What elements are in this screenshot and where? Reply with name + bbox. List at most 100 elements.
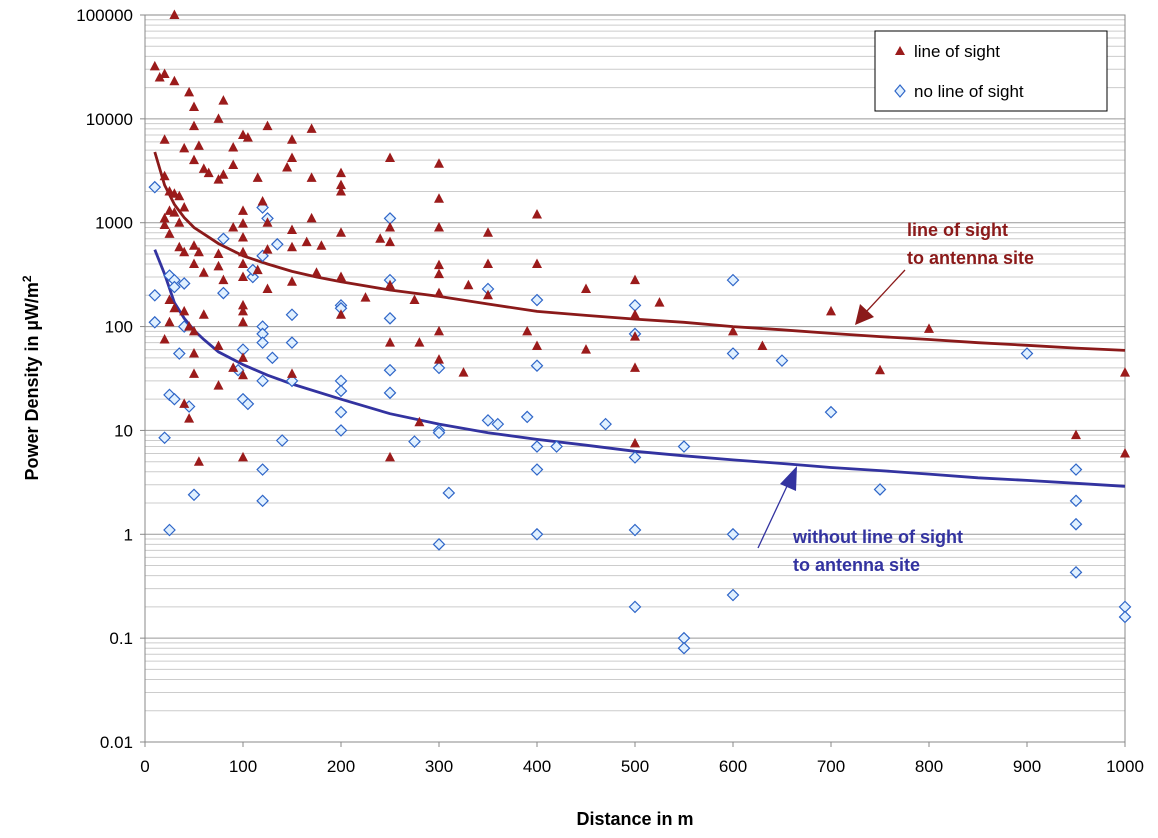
data-point-triangle [164,294,175,305]
data-point-diamond [177,277,191,290]
data-point-triangle [434,325,444,336]
annotation-nlos-line2: to antenna site [793,555,920,575]
data-point-triangle [581,344,591,354]
data-point-diamond [726,347,740,360]
data-point-triangle [213,248,224,258]
data-point-triangle [1071,429,1081,440]
data-point-triangle [532,258,542,269]
data-point-diamond [217,286,230,300]
data-point-diamond [520,410,534,424]
data-point-triangle [179,305,190,316]
data-point-triangle [213,340,224,351]
y-tick-label: 10 [114,421,133,440]
x-tick-label: 300 [425,757,453,776]
data-point-diamond [432,538,446,551]
data-point-diamond [383,363,397,377]
data-point-triangle [189,258,199,269]
data-point-diamond [432,426,446,440]
data-point-diamond [168,280,181,294]
y-tick-label: 100 [105,318,133,337]
data-point-diamond [599,417,612,431]
data-point-triangle [375,233,386,243]
data-point-triangle [630,274,640,285]
data-point-triangle [169,302,180,313]
data-point-triangle [875,364,885,375]
data-point-triangle [414,337,425,347]
data-point-triangle [242,132,253,142]
data-point-triangle [306,212,317,223]
y-axis-title-main: Power Density in µW/m [22,282,42,480]
data-point-triangle [385,279,395,290]
data-point-triangle [336,167,346,178]
data-point-triangle [238,205,248,215]
data-point-triangle [198,163,209,173]
x-tick-label: 700 [817,757,845,776]
data-point-diamond [158,431,171,445]
data-point-triangle [409,294,420,305]
data-point-triangle [193,246,204,257]
data-point-triangle [218,274,229,285]
data-point-triangle [238,246,248,257]
data-point-triangle [306,123,317,133]
data-point-triangle [174,190,185,201]
legend-label-line-of-sight: line of sight [914,42,1000,61]
data-point-triangle [532,208,542,219]
data-point-triangle [228,141,239,152]
data-point-triangle [458,367,469,377]
data-point-triangle [581,283,591,294]
data-point-triangle [193,140,204,150]
data-point-triangle [179,398,190,408]
data-point-triangle [218,95,229,105]
data-point-triangle [238,271,248,282]
data-point-triangle [262,217,273,227]
data-point-triangle [287,241,297,252]
data-point-diamond [334,405,348,419]
x-tick-label: 800 [915,757,943,776]
data-point-diamond [481,414,495,427]
data-point-diamond [256,494,269,508]
data-point-diamond [275,434,289,447]
data-point-triangle [228,159,239,169]
y-tick-label: 10000 [86,110,133,129]
legend-label-no-line-of-sight: no line of sight [914,82,1024,101]
data-point-triangle [630,309,640,319]
data-point-triangle [522,325,533,336]
data-point-triangle [630,362,640,372]
data-point-triangle [184,413,195,423]
data-point-triangle [203,167,214,178]
x-tick-label: 900 [1013,757,1041,776]
data-point-diamond [726,588,740,602]
data-point-diamond [726,273,740,287]
data-point-triangle [228,362,239,372]
data-point-triangle [385,152,395,162]
data-point-triangle [198,267,209,277]
data-point-diamond [246,270,260,284]
data-point-triangle [238,258,248,269]
annotation-nlos-arrowhead [780,466,797,491]
data-point-diamond [187,488,201,502]
data-point-triangle [311,267,322,277]
data-point-diamond [334,424,348,437]
data-point-triangle [213,260,224,271]
data-point-triangle [159,134,170,144]
data-point-triangle [238,232,248,242]
data-point-triangle [198,309,209,319]
data-point-diamond [530,463,544,476]
y-tick-label: 1 [124,525,133,544]
x-tick-label: 400 [523,757,551,776]
data-point-diamond [491,417,505,431]
data-point-triangle [189,368,199,378]
data-point-diamond [530,527,544,541]
data-point-diamond [628,523,642,537]
annotation-los-line2: to antenna site [907,248,1034,268]
data-point-triangle [1120,447,1130,458]
data-point-triangle [218,169,229,179]
data-point-triangle [174,241,185,252]
data-point-triangle [189,120,199,131]
x-tick-label: 1000 [1106,757,1144,776]
data-point-triangle [826,305,836,316]
legend-triangle-icon [895,46,905,55]
data-point-diamond [241,397,255,411]
data-point-triangle [164,316,175,327]
